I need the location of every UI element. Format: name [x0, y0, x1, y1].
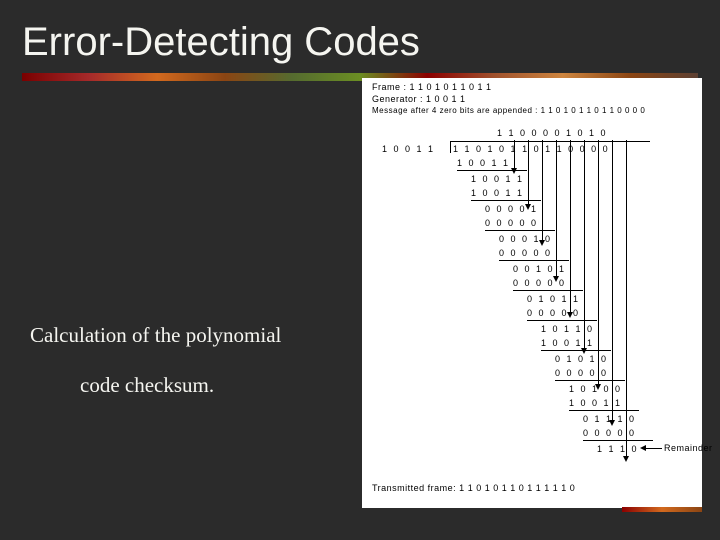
- frame-label: Frame : 1 1 0 1 0 1 1 0 1 1: [372, 82, 492, 92]
- div-line: 1 0 0 1 1: [457, 158, 510, 168]
- div-line: 0 0 0 0 0: [555, 368, 608, 378]
- div-line: 1 1 1 0: [597, 444, 639, 454]
- div-line: 0 0 0 0 0: [485, 218, 538, 228]
- vline: [598, 140, 599, 384]
- transmitted-label: Transmitted frame: 1 1 0 1 0 1 1 0 1 1 1…: [372, 483, 575, 493]
- div-line: 1 0 0 1 1: [471, 174, 524, 184]
- div-line: 1 0 0 1 1: [541, 338, 594, 348]
- hr: [555, 380, 625, 381]
- div-line: 0 1 0 1 0: [555, 354, 608, 364]
- vline: [542, 140, 543, 240]
- hr: [513, 290, 583, 291]
- arrow-icon: [623, 456, 629, 462]
- vline: [556, 140, 557, 276]
- hr: [499, 260, 569, 261]
- div-line: 1 0 0 1 1: [569, 398, 622, 408]
- div-line: 0 0 0 1 0: [499, 234, 552, 244]
- vline: [570, 140, 571, 312]
- div-line: 1 0 1 0 0: [569, 384, 622, 394]
- div-line: 0 1 0 1 1: [527, 294, 580, 304]
- hr: [485, 230, 555, 231]
- div-line: 0 0 0 0 0: [513, 278, 566, 288]
- hr: [541, 350, 611, 351]
- caption-line2: code checksum.: [30, 360, 281, 410]
- div-line: 1 0 0 1 1: [471, 188, 524, 198]
- div-line: 0 1 1 1 0: [583, 414, 636, 424]
- div-line: 0 0 0 0 0: [583, 428, 636, 438]
- division-bracket: [450, 141, 650, 142]
- div-line: 0 0 0 0 0: [527, 308, 580, 318]
- div-line: 1 0 0 1 1 1 1 0 1 0 1 1 0 1 1 0 0 0 0: [382, 144, 610, 154]
- remainder-label: Remainder: [664, 443, 713, 453]
- page-title: Error-Detecting Codes: [0, 0, 720, 73]
- caption: Calculation of the polynomial code check…: [30, 310, 281, 411]
- hr: [457, 170, 527, 171]
- footer-accent: [622, 507, 702, 512]
- arrow-left-icon: [640, 445, 646, 451]
- division-bracket-v: [450, 141, 451, 153]
- hr: [471, 200, 541, 201]
- message-label: Message after 4 zero bits are appended :…: [372, 106, 645, 115]
- generator-label: Generator : 1 0 0 1 1: [372, 94, 466, 104]
- vline: [626, 140, 627, 456]
- div-line: 0 0 1 0 1: [513, 264, 566, 274]
- div-line: 0 0 0 0 0: [499, 248, 552, 258]
- caption-line1: Calculation of the polynomial: [30, 310, 281, 360]
- div-line: 1 0 1 1 0: [541, 324, 594, 334]
- crc-figure: Frame : 1 1 0 1 0 1 1 0 1 1 Generator : …: [362, 78, 702, 508]
- remainder-pointer: [644, 448, 662, 449]
- hr: [569, 410, 639, 411]
- hr: [583, 440, 653, 441]
- vline: [612, 140, 613, 420]
- quotient: 1 1 0 0 0 0 1 0 1 0: [497, 128, 608, 138]
- vline: [584, 140, 585, 348]
- hr: [527, 320, 597, 321]
- div-line: 0 0 0 0 1: [485, 204, 538, 214]
